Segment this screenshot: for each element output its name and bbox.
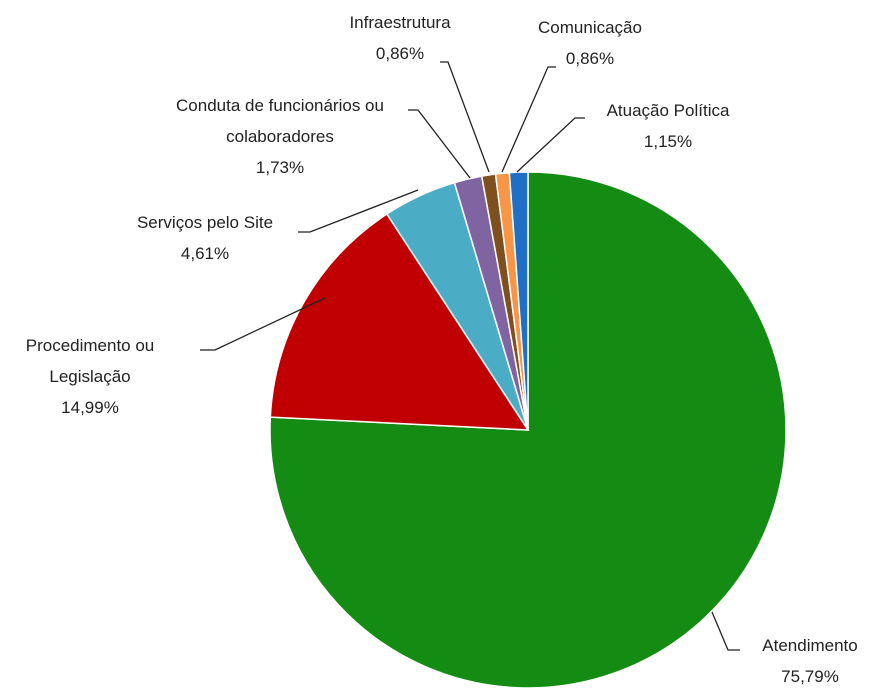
category-label: Conduta de funcionários ou colaboradores — [176, 96, 384, 146]
category-label: Atendimento — [762, 636, 858, 655]
slice-label: Infraestrutura 0,86% — [349, 7, 450, 69]
leader-line — [440, 61, 490, 173]
pie-slice — [269, 171, 787, 689]
leader-line — [408, 109, 471, 179]
slice-label: Atuação Política 1,15% — [607, 95, 730, 157]
slice-label: Comunicação 0,86% — [538, 12, 642, 74]
category-label: Comunicação — [538, 18, 642, 37]
pie-slice — [269, 212, 530, 431]
category-label: Atuação Política — [606, 101, 730, 120]
leader-line — [298, 189, 419, 233]
category-label: Infraestrutura — [349, 13, 451, 32]
value-label: 14,99% — [61, 398, 119, 417]
pie-slice — [508, 171, 529, 431]
category-label: Procedimento ou Legislação — [25, 336, 155, 386]
value-label: 0,86% — [565, 49, 615, 68]
slice-label: Atendimento 75,79% — [762, 630, 857, 692]
value-label: 1,15% — [643, 132, 693, 151]
value-label: 1,73% — [255, 158, 305, 177]
category-label: Serviços pelo Site — [136, 213, 274, 232]
value-label: 4,61% — [180, 244, 230, 263]
slice-label: Serviços pelo Site 4,61% — [137, 207, 273, 269]
slice-label: Procedimento ou Legislação 14,99% — [0, 330, 180, 423]
value-label: 75,79% — [781, 667, 839, 686]
value-label: 0,86% — [375, 44, 425, 63]
leader-line — [711, 611, 740, 651]
slice-label: Conduta de funcionários ou colaboradores… — [145, 90, 415, 183]
leader-line — [516, 117, 585, 173]
leader-line — [501, 66, 556, 173]
leader-line — [200, 297, 326, 351]
